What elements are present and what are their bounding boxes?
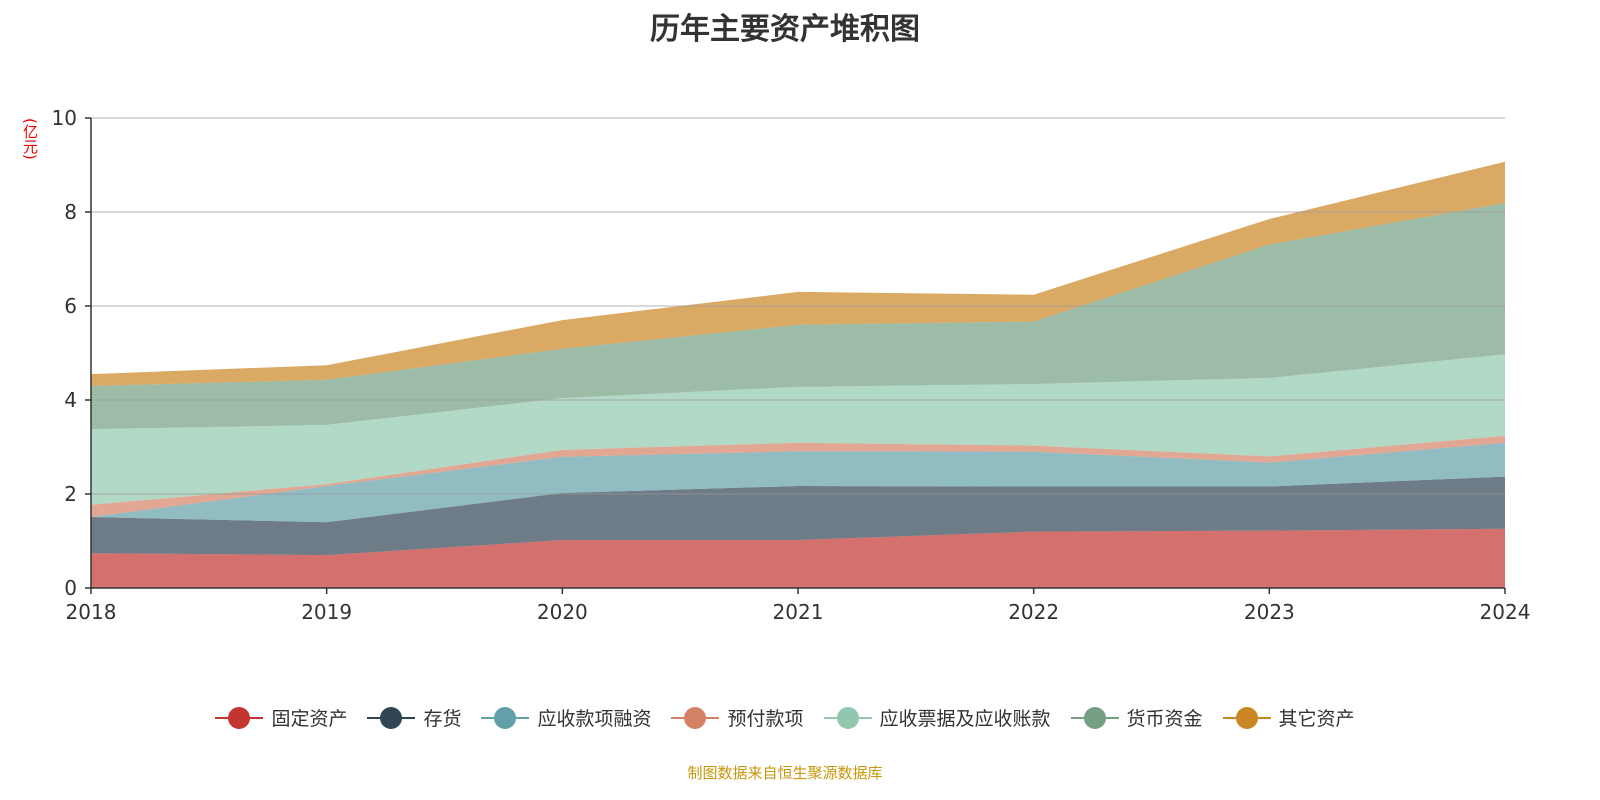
legend-marker-icon (1222, 706, 1271, 730)
y-tick-label: 10 (52, 106, 77, 130)
legend-label: 货币资金 (1126, 708, 1203, 730)
area-series-0[interactable] (91, 528, 1505, 588)
area-series-1[interactable] (91, 476, 1505, 556)
chart-title: 历年主要资产堆积图 (650, 12, 920, 47)
x-tick-label: 2018 (66, 600, 117, 624)
legend-marker-icon (823, 706, 872, 730)
legend-marker-icon (671, 706, 720, 730)
legend-label: 固定资产 (271, 708, 348, 730)
y-axis-unit-label: (亿元) (21, 118, 39, 160)
legend-item-2[interactable]: 应收款项融资 (481, 704, 651, 731)
legend-label: 其它资产 (1278, 708, 1355, 730)
x-tick-label: 2023 (1244, 600, 1295, 624)
legend: 固定资产 存货 应收款项融资 预付款项 应收票据及应收账款 货币资金 其它资产 (0, 704, 1570, 731)
y-tick-label: 4 (64, 388, 77, 412)
area-series-2[interactable] (91, 442, 1505, 523)
x-tick-label: 2020 (537, 600, 588, 624)
legend-item-6[interactable]: 其它资产 (1222, 704, 1355, 731)
y-tick-label: 8 (64, 200, 77, 224)
legend-item-3[interactable]: 预付款项 (671, 704, 804, 731)
x-tick-label: 2024 (1480, 600, 1531, 624)
legend-item-4[interactable]: 应收票据及应收账款 (823, 704, 1051, 731)
source-footnote: 制图数据来自恒生聚源数据库 (687, 764, 883, 782)
area-series-3[interactable] (91, 435, 1505, 518)
legend-label: 应收票据及应收账款 (879, 708, 1051, 730)
legend-item-5[interactable]: 货币资金 (1070, 704, 1203, 731)
x-tick-label: 2021 (773, 600, 824, 624)
legend-item-0[interactable]: 固定资产 (215, 704, 347, 731)
y-tick-label: 2 (64, 482, 77, 506)
x-tick-label: 2019 (301, 600, 352, 624)
legend-marker-icon (481, 706, 530, 730)
x-tick-label: 2022 (1008, 600, 1059, 624)
legend-label: 应收款项融资 (537, 708, 652, 730)
y-tick-label: 0 (64, 576, 77, 600)
legend-marker-icon (367, 706, 416, 730)
legend-marker-icon (1070, 706, 1119, 730)
stacked-area-chart: 0 2 4 6 8 10 2018 2019 2020 2021 2022 2023 2024 (52, 106, 1531, 624)
legend-label: 预付款项 (727, 708, 804, 730)
area-series-4[interactable] (91, 354, 1505, 505)
legend-label: 存货 (423, 708, 462, 730)
y-tick-label: 6 (64, 294, 77, 318)
legend-marker-icon (215, 706, 264, 730)
legend-item-1[interactable]: 存货 (367, 704, 461, 731)
area-series-5[interactable] (91, 203, 1505, 430)
